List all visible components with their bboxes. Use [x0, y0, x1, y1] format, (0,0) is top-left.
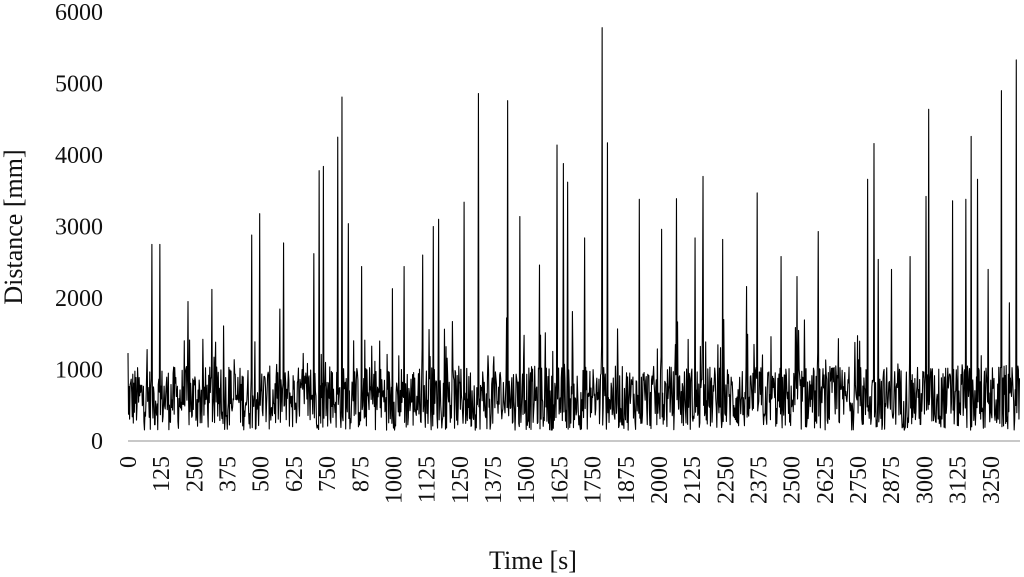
x-tick-label: 0 [116, 456, 142, 468]
x-tick-label: 2875 [879, 456, 905, 504]
x-tick-label: 2750 [846, 456, 872, 504]
x-tick-label: 2625 [813, 456, 839, 504]
distance-series-line [127, 27, 1021, 431]
x-tick-label: 2000 [647, 456, 673, 504]
x-tick-label: 375 [216, 456, 242, 492]
x-tick-label: 625 [282, 456, 308, 492]
y-axis-title: Distance [mm] [0, 149, 28, 304]
x-tick-label: 500 [249, 456, 275, 492]
x-tick-label: 1875 [614, 456, 640, 504]
x-tick-label: 3125 [946, 456, 972, 504]
x-tick-label: 125 [149, 456, 175, 492]
x-tick-label: 1500 [514, 456, 540, 504]
y-tick-label: 1000 [55, 358, 103, 384]
x-tick-label: 2500 [780, 456, 806, 504]
x-axis-title: Time [s] [489, 546, 577, 575]
x-tick-label: 1750 [581, 456, 607, 504]
x-tick-label: 1250 [448, 456, 474, 504]
x-tick-label: 1625 [547, 456, 573, 504]
y-tick-label: 2000 [55, 286, 103, 312]
y-tick-label: 3000 [55, 215, 103, 241]
y-tick-label: 4000 [55, 143, 103, 169]
x-tick-label: 2125 [680, 456, 706, 504]
x-tick-label: 3000 [912, 456, 938, 504]
y-tick-labels: 0 1000 2000 3000 4000 5000 6000 [55, 0, 103, 455]
x-tick-label: 1000 [381, 456, 407, 504]
x-tick-label: 1125 [415, 456, 441, 503]
x-tick-label: 250 [182, 456, 208, 492]
x-tick-label: 3250 [979, 456, 1005, 504]
x-tick-label: 1375 [481, 456, 507, 504]
y-tick-label: 0 [91, 429, 103, 455]
x-tick-label: 2250 [713, 456, 739, 504]
y-tick-label: 5000 [55, 72, 103, 98]
x-tick-label: 875 [348, 456, 374, 492]
x-tick-labels: 0 125 250 375 500 625 750 875 1000 1125 1250 1375 15… [116, 456, 1005, 504]
x-tick-label: 2375 [747, 456, 773, 504]
x-tick-label: 750 [315, 456, 341, 492]
y-tick-label: 6000 [55, 0, 103, 26]
